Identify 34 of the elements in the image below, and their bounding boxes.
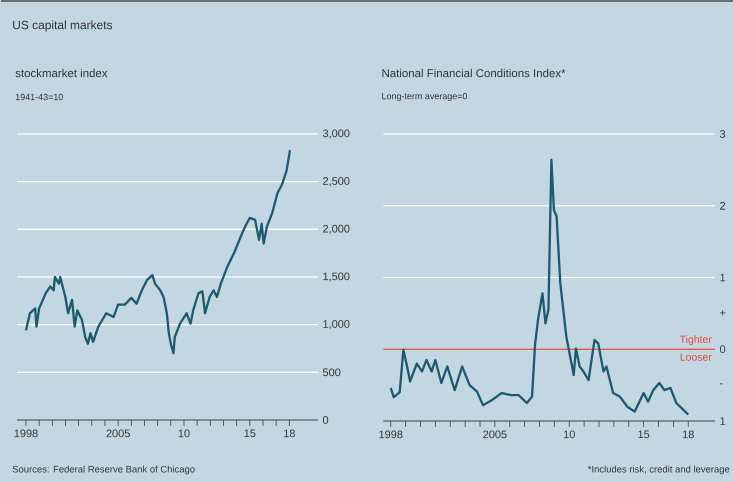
x-tick-label: 2005 [106,430,130,438]
y-tick-label: 1 [720,274,726,282]
x-tick-label: 2005 [483,430,507,438]
x-tick-label: 18 [682,430,694,438]
y-tick-label: 0 [322,416,328,424]
y-tick-label: 2 [720,202,726,210]
text: *Includes risk, credit and leverage [588,466,730,474]
source-note: Sources: Federal Reserve Bank of Chicago [12,466,195,474]
x-tick-label: 15 [244,430,256,438]
y-tick-label: + [720,310,726,316]
y-tick-label: 3 [720,130,726,138]
text: US capital markets [13,20,112,32]
chart-subtitle: 1941-43=10 [16,94,63,100]
x-tick-label: 1998 [14,430,38,438]
y-tick-label: - [720,383,723,384]
chart-title: National Financial Conditions Index* [382,68,566,78]
annotation: Looser [680,353,712,361]
x-tick-label: 18 [284,430,295,438]
y-tick-label: 0 [720,345,726,354]
y-tick-label: 1,500 [323,272,350,282]
y-tick-label: 500 [322,368,340,376]
x-tick-label: 10 [178,430,190,438]
x-tick-label: 1998 [379,430,402,438]
y-tick-label: 1,000 [323,320,350,330]
x-tick-label: 10 [564,430,575,438]
y-tick-label: 1 [720,417,726,425]
annotation: Tighter [680,335,712,346]
x-tick-label: 15 [638,430,650,438]
chart-title: stockmarket index [16,68,108,78]
y-tick-label: 2,500 [323,177,350,186]
y-tick-label: 3,000 [322,129,350,139]
chart-subtitle: Long-term average=0 [382,92,468,102]
y-tick-label: 2,000 [323,224,350,234]
line-series [24,149,292,354]
